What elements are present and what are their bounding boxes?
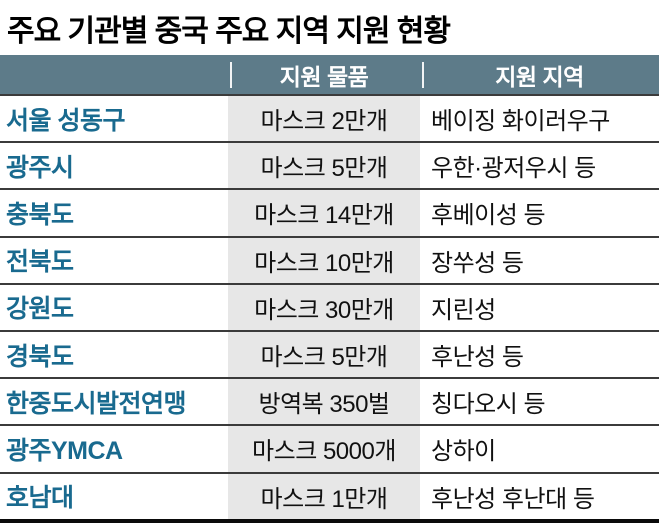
org-cell: 서울 성동구 bbox=[6, 106, 125, 135]
region-cell: 칭다오시 등 bbox=[431, 391, 546, 419]
region-cell: 후난성 등 bbox=[431, 344, 524, 372]
table-row: 서울 성동구 마스크 2만개 베이징 화이러우구 bbox=[0, 94, 659, 142]
support-table: 지원 물품 지원 지역 서울 성동구 마스크 2만개 베이징 화이러우구 광주시 마스크… bbox=[0, 55, 659, 523]
item-cell: 마스크 30만개 bbox=[228, 284, 420, 330]
org-cell: 경북도 bbox=[6, 342, 74, 371]
page-title: 주요 기관별 중국 주요 지역 지원 현황 bbox=[7, 15, 451, 48]
item-cell: 마스크 1만개 bbox=[228, 473, 420, 519]
org-cell: 광주시 bbox=[6, 153, 74, 182]
header-item-column: 지원 물품 bbox=[228, 55, 420, 94]
org-cell: 광주YMCA bbox=[6, 436, 123, 465]
region-cell: 상하이 bbox=[431, 438, 496, 466]
table-row: 전북도 마스크 10만개 장쑤성 등 bbox=[0, 235, 659, 283]
header-divider-bar bbox=[230, 61, 232, 88]
item-cell: 마스크 10만개 bbox=[228, 237, 420, 283]
org-cell: 충북도 bbox=[6, 200, 74, 229]
item-cell: 마스크 5000개 bbox=[228, 426, 420, 472]
table-row: 호남대 마스크 1만개 후난성 후난대 등 bbox=[0, 471, 659, 519]
table-header: 지원 물품 지원 지역 bbox=[0, 55, 659, 94]
table-row: 광주시 마스크 5만개 우한·광저우시 등 bbox=[0, 141, 659, 189]
item-cell: 마스크 5만개 bbox=[228, 331, 420, 378]
table-row: 광주YMCA 마스크 5000개 상하이 bbox=[0, 424, 659, 472]
table-row: 강원도 마스크 30만개 지린성 bbox=[0, 282, 659, 330]
region-cell: 베이징 화이러우구 bbox=[431, 108, 610, 136]
header-divider-bar bbox=[422, 61, 424, 88]
item-cell: 마스크 5만개 bbox=[228, 143, 420, 189]
org-cell: 전북도 bbox=[6, 248, 74, 277]
table-row: 충북도 마스크 14만개 후베이성 등 bbox=[0, 188, 659, 236]
item-cell: 마스크 14만개 bbox=[228, 190, 420, 236]
header-region-column: 지원 지역 bbox=[420, 55, 659, 94]
item-cell: 방역복 350벌 bbox=[228, 379, 420, 425]
org-cell: 강원도 bbox=[6, 295, 74, 324]
header-org-column bbox=[0, 55, 228, 94]
table-row: 한중도시발전연맹 방역복 350벌 칭다오시 등 bbox=[0, 377, 659, 425]
org-cell: 한중도시발전연맹 bbox=[6, 389, 187, 418]
header-region-label: 지원 지역 bbox=[495, 63, 584, 90]
region-cell: 후난성 후난대 등 bbox=[431, 485, 595, 513]
region-cell: 후베이성 등 bbox=[431, 202, 546, 230]
table-body: 서울 성동구 마스크 2만개 베이징 화이러우구 광주시 마스크 5만개 우한·광저우시 … bbox=[0, 94, 659, 523]
table-row: 경북도 마스크 5만개 후난성 등 bbox=[0, 329, 659, 378]
header-item-label: 지원 물품 bbox=[279, 63, 369, 90]
region-cell: 우한·광저우시 등 bbox=[431, 155, 596, 183]
region-cell: 장쑤성 등 bbox=[431, 249, 524, 277]
item-cell: 마스크 2만개 bbox=[228, 96, 420, 142]
region-cell: 지린성 bbox=[431, 296, 496, 324]
org-cell: 호남대 bbox=[6, 484, 74, 513]
